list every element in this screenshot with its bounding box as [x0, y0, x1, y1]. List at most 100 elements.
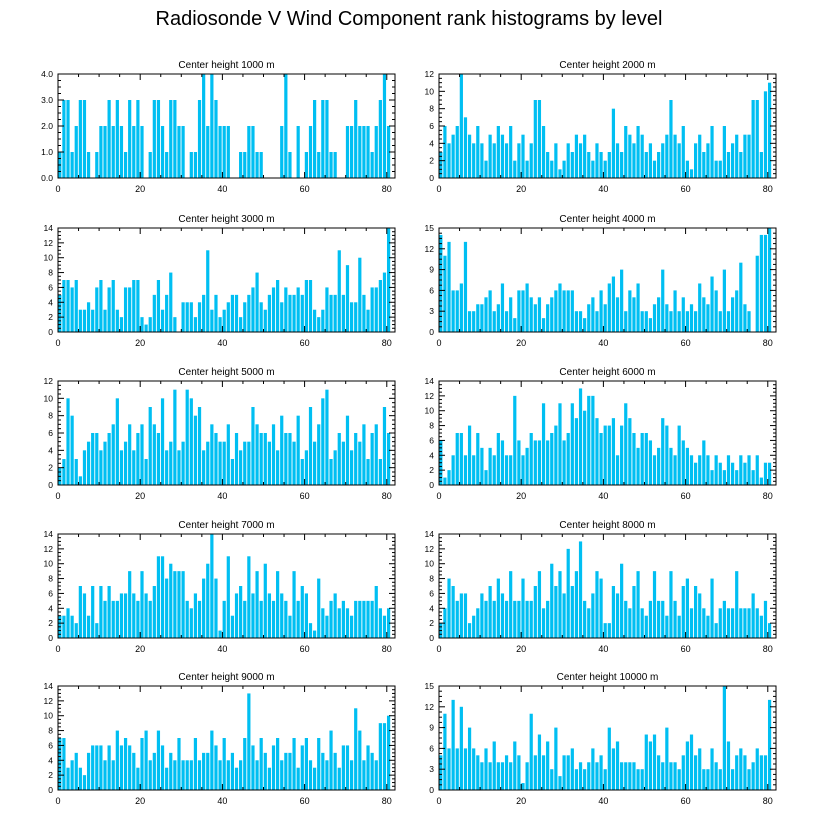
bar	[119, 745, 124, 790]
bar	[652, 304, 657, 332]
bar	[685, 578, 689, 638]
bar	[570, 748, 574, 790]
bar	[349, 760, 354, 790]
bar	[504, 755, 509, 790]
bar	[271, 600, 276, 638]
bar	[156, 730, 161, 790]
bar	[308, 760, 313, 790]
bar	[447, 143, 451, 178]
bar	[525, 160, 529, 178]
y-tick-label: 14	[425, 376, 435, 386]
bar	[570, 403, 574, 485]
bar	[509, 126, 513, 178]
bar	[504, 455, 509, 485]
bar	[714, 762, 718, 790]
bar	[239, 450, 243, 485]
bar	[210, 424, 214, 485]
x-tick-label: 20	[135, 184, 145, 194]
bar	[313, 309, 317, 332]
bar	[726, 311, 731, 332]
bar	[599, 433, 603, 485]
bar	[480, 143, 484, 178]
bar	[735, 134, 739, 178]
x-tick-label: 0	[436, 644, 441, 654]
bar	[570, 586, 574, 638]
y-tick-label: 2	[48, 312, 53, 322]
bar	[529, 433, 533, 485]
x-tick-label: 20	[135, 338, 145, 348]
bar	[681, 297, 685, 332]
x-tick-label: 60	[300, 644, 310, 654]
bar	[103, 600, 107, 638]
bar	[362, 760, 366, 790]
bar	[739, 455, 743, 485]
bar	[345, 265, 350, 332]
bar	[189, 760, 193, 790]
bar	[193, 415, 198, 485]
bar	[181, 571, 185, 638]
bar	[677, 311, 681, 332]
bar	[472, 615, 476, 638]
bar	[657, 152, 661, 178]
bar	[620, 269, 624, 332]
bar	[488, 586, 492, 638]
bar	[243, 738, 247, 790]
y-tick-label: 12	[44, 238, 54, 248]
bar	[484, 297, 488, 332]
bar	[362, 294, 366, 332]
panel-title: Center height 7000 m	[178, 520, 274, 531]
y-tick-label: 6	[429, 435, 434, 445]
bar	[251, 287, 255, 332]
bar	[333, 152, 337, 178]
bar	[206, 250, 210, 332]
bar	[333, 450, 337, 485]
bar	[463, 455, 468, 485]
bar	[115, 600, 119, 638]
bar	[657, 600, 661, 638]
bar	[366, 309, 370, 332]
x-tick-label: 40	[217, 796, 227, 806]
bar	[177, 571, 181, 638]
bar	[525, 762, 529, 790]
bar	[234, 593, 239, 638]
bar	[165, 578, 169, 638]
bar	[358, 600, 362, 638]
bar	[759, 234, 763, 332]
bar	[292, 294, 296, 332]
bar	[763, 462, 768, 485]
bar	[730, 143, 735, 178]
bar	[463, 241, 468, 332]
bar	[484, 470, 488, 485]
bar	[140, 738, 144, 790]
bar	[702, 769, 706, 790]
y-tick-label: 0	[429, 785, 434, 795]
bar	[550, 297, 554, 332]
bar	[698, 134, 702, 178]
bar	[91, 309, 95, 332]
bar	[230, 294, 235, 332]
y-tick-label: 0	[48, 480, 53, 490]
bar	[652, 160, 657, 178]
bar	[472, 455, 476, 485]
bar	[206, 752, 210, 790]
bar	[702, 297, 706, 332]
bar	[603, 623, 607, 638]
bar	[358, 441, 362, 485]
bar	[276, 738, 280, 790]
bar	[603, 769, 607, 790]
x-tick-label: 80	[763, 644, 773, 654]
bar	[603, 304, 607, 332]
x-tick-label: 40	[598, 491, 608, 501]
bar	[156, 556, 161, 638]
bar	[554, 586, 558, 638]
bar	[751, 762, 755, 790]
bar	[132, 752, 136, 790]
bar	[152, 100, 156, 178]
bar	[730, 769, 735, 790]
bar	[111, 600, 115, 638]
bar	[685, 160, 689, 178]
bar	[321, 752, 325, 790]
bar	[313, 441, 317, 485]
bar	[694, 143, 698, 178]
bar	[652, 455, 657, 485]
